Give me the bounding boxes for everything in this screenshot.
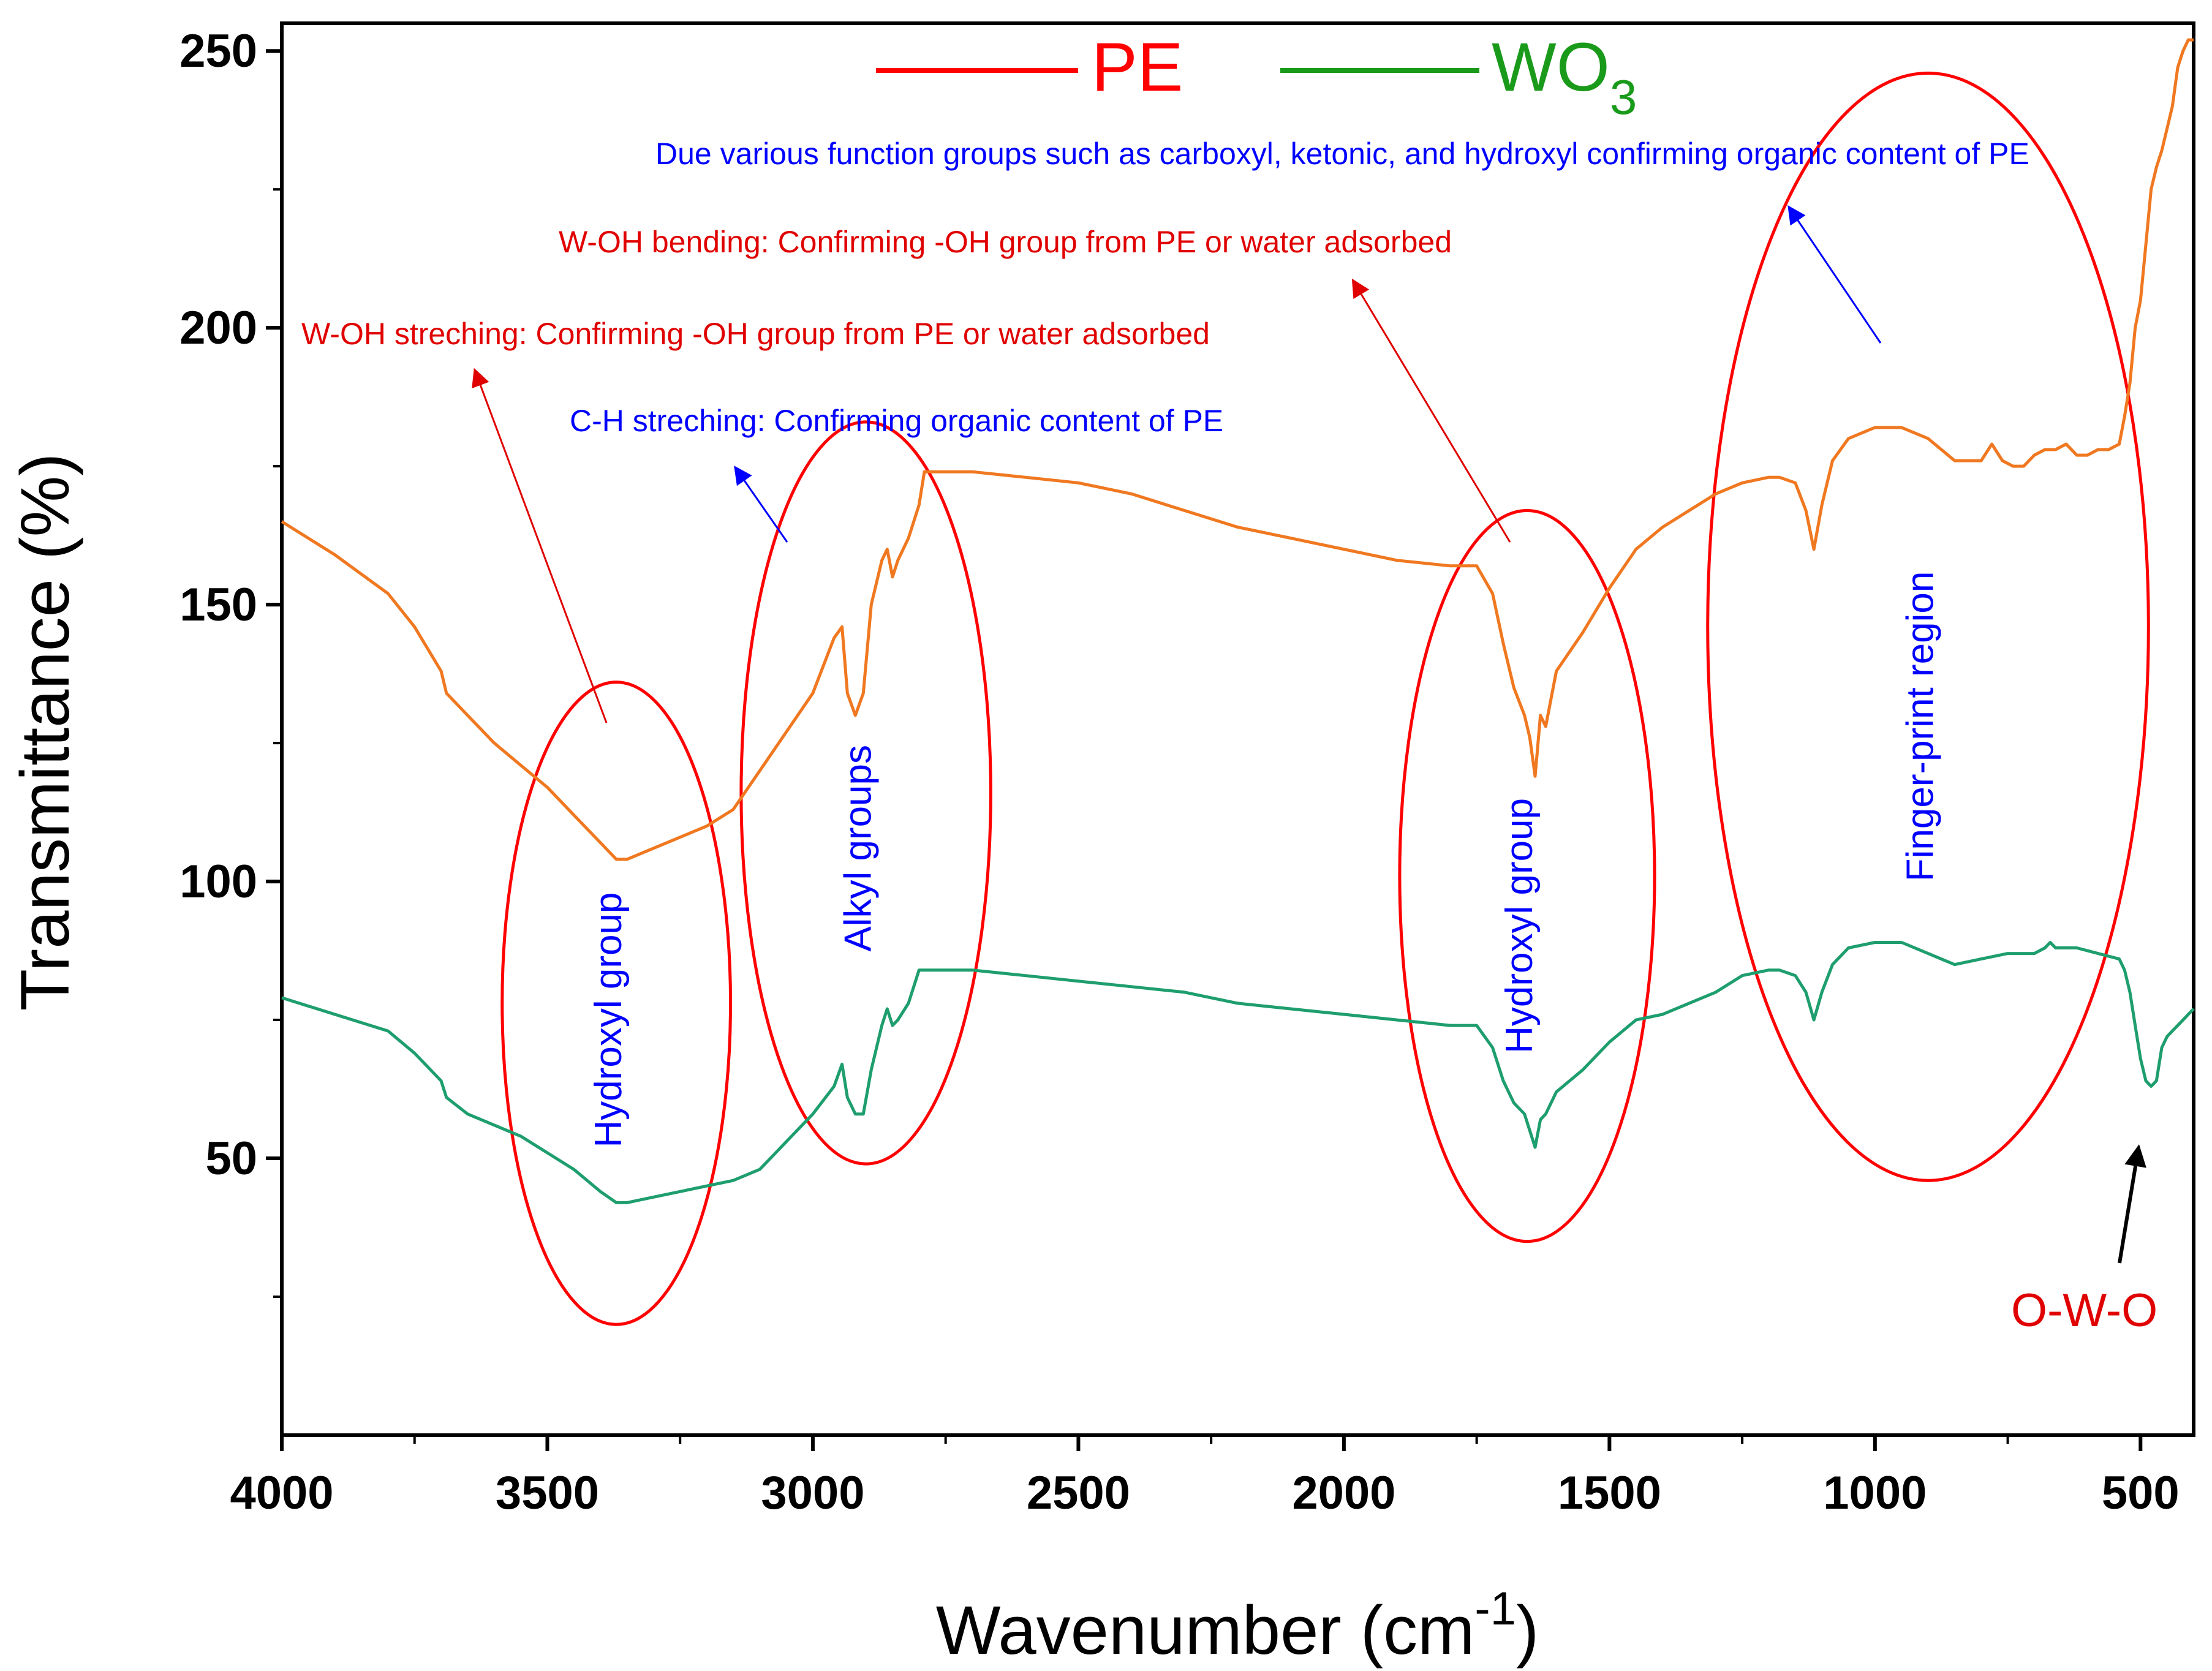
x-tick-label: 2000: [1292, 1467, 1395, 1519]
x-tick-label: 1500: [1558, 1467, 1661, 1519]
ellipse-region-3: [1706, 71, 2150, 1182]
annotation-o-w-o: O-W-O: [2011, 1284, 2157, 1337]
arrow-c-h-stretching: [734, 466, 788, 543]
legend-label-wo3: WO3: [1492, 29, 1637, 124]
x-tick-label: 2500: [1027, 1467, 1130, 1519]
y-tick-label: 200: [179, 302, 257, 354]
y-tick-label: 100: [179, 856, 257, 908]
x-tick-label: 500: [2102, 1467, 2180, 1519]
plot-frame: [280, 21, 2195, 1437]
ellipse-labels: Hydroxyl group Alkyl groups Hydroxyl group…: [587, 571, 1941, 1148]
y-tick-label: 150: [179, 579, 257, 631]
ellipse-label-1: Alkyl groups: [837, 745, 880, 952]
y-tick-label: 50: [205, 1133, 257, 1185]
annotation-fingerprint: Due various function groups such as carb…: [655, 137, 2029, 171]
ellipse-label-2: Hydroxyl group: [1498, 798, 1541, 1054]
annotation-w-oh-stretching: W-OH streching: Confirming -OH group fro…: [301, 317, 1210, 351]
series-line-pe: [281, 38, 2194, 861]
y-tick-labels: 50 100 150 200 250: [179, 25, 257, 1185]
ellipse-region-0: [500, 681, 733, 1326]
x-tick-label: 3000: [761, 1467, 864, 1519]
x-tick-labels: 4000 3500 3000 2500 2000 1500 1000 500: [230, 1467, 2179, 1519]
x-tick-label: 1000: [1823, 1467, 1927, 1519]
y-axis-title: Transmittance (%): [7, 453, 83, 1011]
x-axis-title: Wavenumber (cm-1): [936, 1583, 1539, 1669]
series-line-wo3: [281, 941, 2195, 1204]
legend: PE WO3: [876, 29, 1637, 124]
annotation-w-oh-bending: W-OH bending: Confirming -OH group from …: [559, 225, 1452, 259]
legend-label-pe: PE: [1092, 29, 1183, 105]
x-tick-label: 3500: [496, 1467, 599, 1519]
ellipse-layer: [500, 71, 2150, 1326]
x-tick-label: 4000: [230, 1467, 333, 1519]
arrow-w-oh-bending: [1351, 278, 1511, 543]
annotation-c-h-stretching: C-H streching: Confirming organic conten…: [570, 404, 1223, 438]
ellipse-region-1: [739, 420, 992, 1166]
y-tick-label: 250: [179, 25, 257, 77]
series-layer: [281, 38, 2195, 1204]
ellipse-label-3: Finger-print region: [1900, 571, 1942, 882]
arrow-o-w-o: [2118, 1144, 2146, 1264]
arrow-fingerprint: [1787, 205, 1882, 344]
ellipse-region-2: [1398, 508, 1656, 1243]
axis-ticks: [266, 49, 2143, 1451]
arrow-w-oh-stretching: [472, 368, 608, 723]
ellipse-label-0: Hydroxyl group: [587, 892, 630, 1148]
